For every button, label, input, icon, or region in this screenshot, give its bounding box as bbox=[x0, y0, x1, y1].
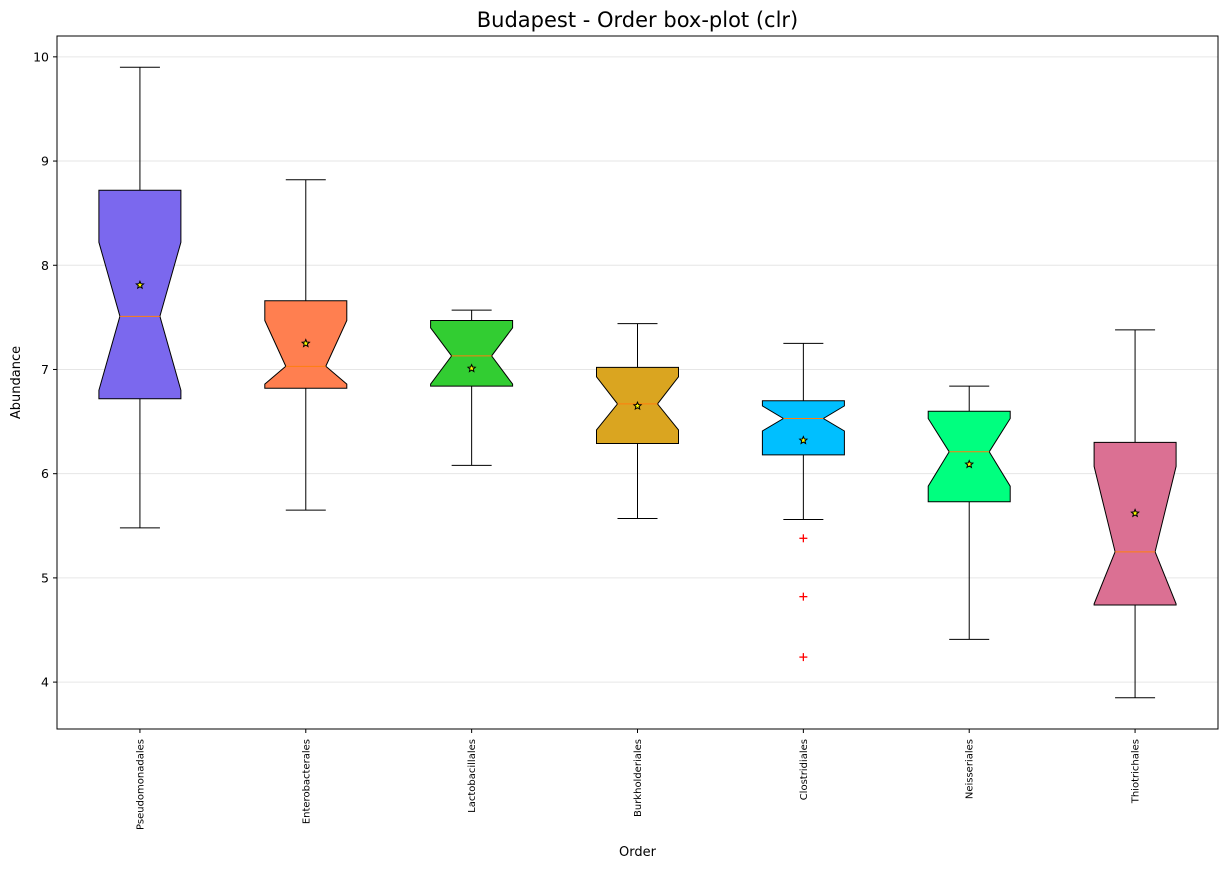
chart-title: Budapest - Order box-plot (clr) bbox=[477, 8, 798, 32]
mean-marker bbox=[964, 459, 975, 469]
x-tick-label: Pseudomonadales bbox=[135, 739, 146, 830]
mean-marker bbox=[466, 363, 477, 373]
x-tick-label: Clostridiales bbox=[799, 739, 810, 800]
outlier-marker bbox=[799, 592, 808, 601]
x-tick-label: Neisseriales bbox=[965, 739, 976, 799]
box-enterobacterales bbox=[264, 179, 348, 511]
mean-marker bbox=[135, 279, 145, 290]
box-clostridiales bbox=[761, 342, 845, 662]
y-tick-label: 5 bbox=[41, 570, 49, 585]
y-tick-label: 8 bbox=[41, 258, 49, 273]
box-burkholderiales bbox=[596, 323, 679, 519]
mean-marker bbox=[632, 400, 643, 411]
box-lactobacillales bbox=[430, 309, 514, 466]
y-tick-label: 10 bbox=[33, 49, 49, 64]
box-body bbox=[927, 410, 1011, 503]
mean-marker bbox=[300, 338, 311, 348]
box-neisseriales bbox=[927, 385, 1011, 640]
y-tick-label: 7 bbox=[41, 362, 49, 377]
y-axis: 4 5 6 7 8 9 10 bbox=[33, 49, 57, 690]
x-tick-label: Lactobacillales bbox=[467, 739, 478, 813]
box-body bbox=[430, 320, 514, 387]
box-layer bbox=[98, 66, 1177, 699]
x-axis: Pseudomonadales Enterobacterales Lactobaci… bbox=[135, 729, 1142, 830]
box-pseudomonadales bbox=[98, 66, 182, 529]
x-axis-label: Order bbox=[619, 845, 657, 860]
y-tick-label: 9 bbox=[41, 154, 49, 169]
mean-marker bbox=[798, 435, 809, 445]
outlier-marker bbox=[799, 653, 808, 662]
x-tick-label: Burkholderiales bbox=[633, 739, 644, 817]
x-tick-label: Enterobacterales bbox=[301, 739, 312, 824]
y-tick-label: 4 bbox=[41, 675, 49, 690]
box-thiotrichales bbox=[1093, 329, 1177, 699]
outlier-marker bbox=[799, 534, 808, 543]
mean-marker bbox=[1130, 508, 1140, 518]
x-tick-label: Thiotrichales bbox=[1131, 739, 1142, 804]
y-axis-label: Abundance bbox=[9, 346, 24, 419]
box-body bbox=[761, 400, 845, 456]
box-body bbox=[98, 189, 182, 400]
box-body bbox=[1093, 441, 1177, 606]
y-tick-label: 6 bbox=[41, 466, 49, 481]
